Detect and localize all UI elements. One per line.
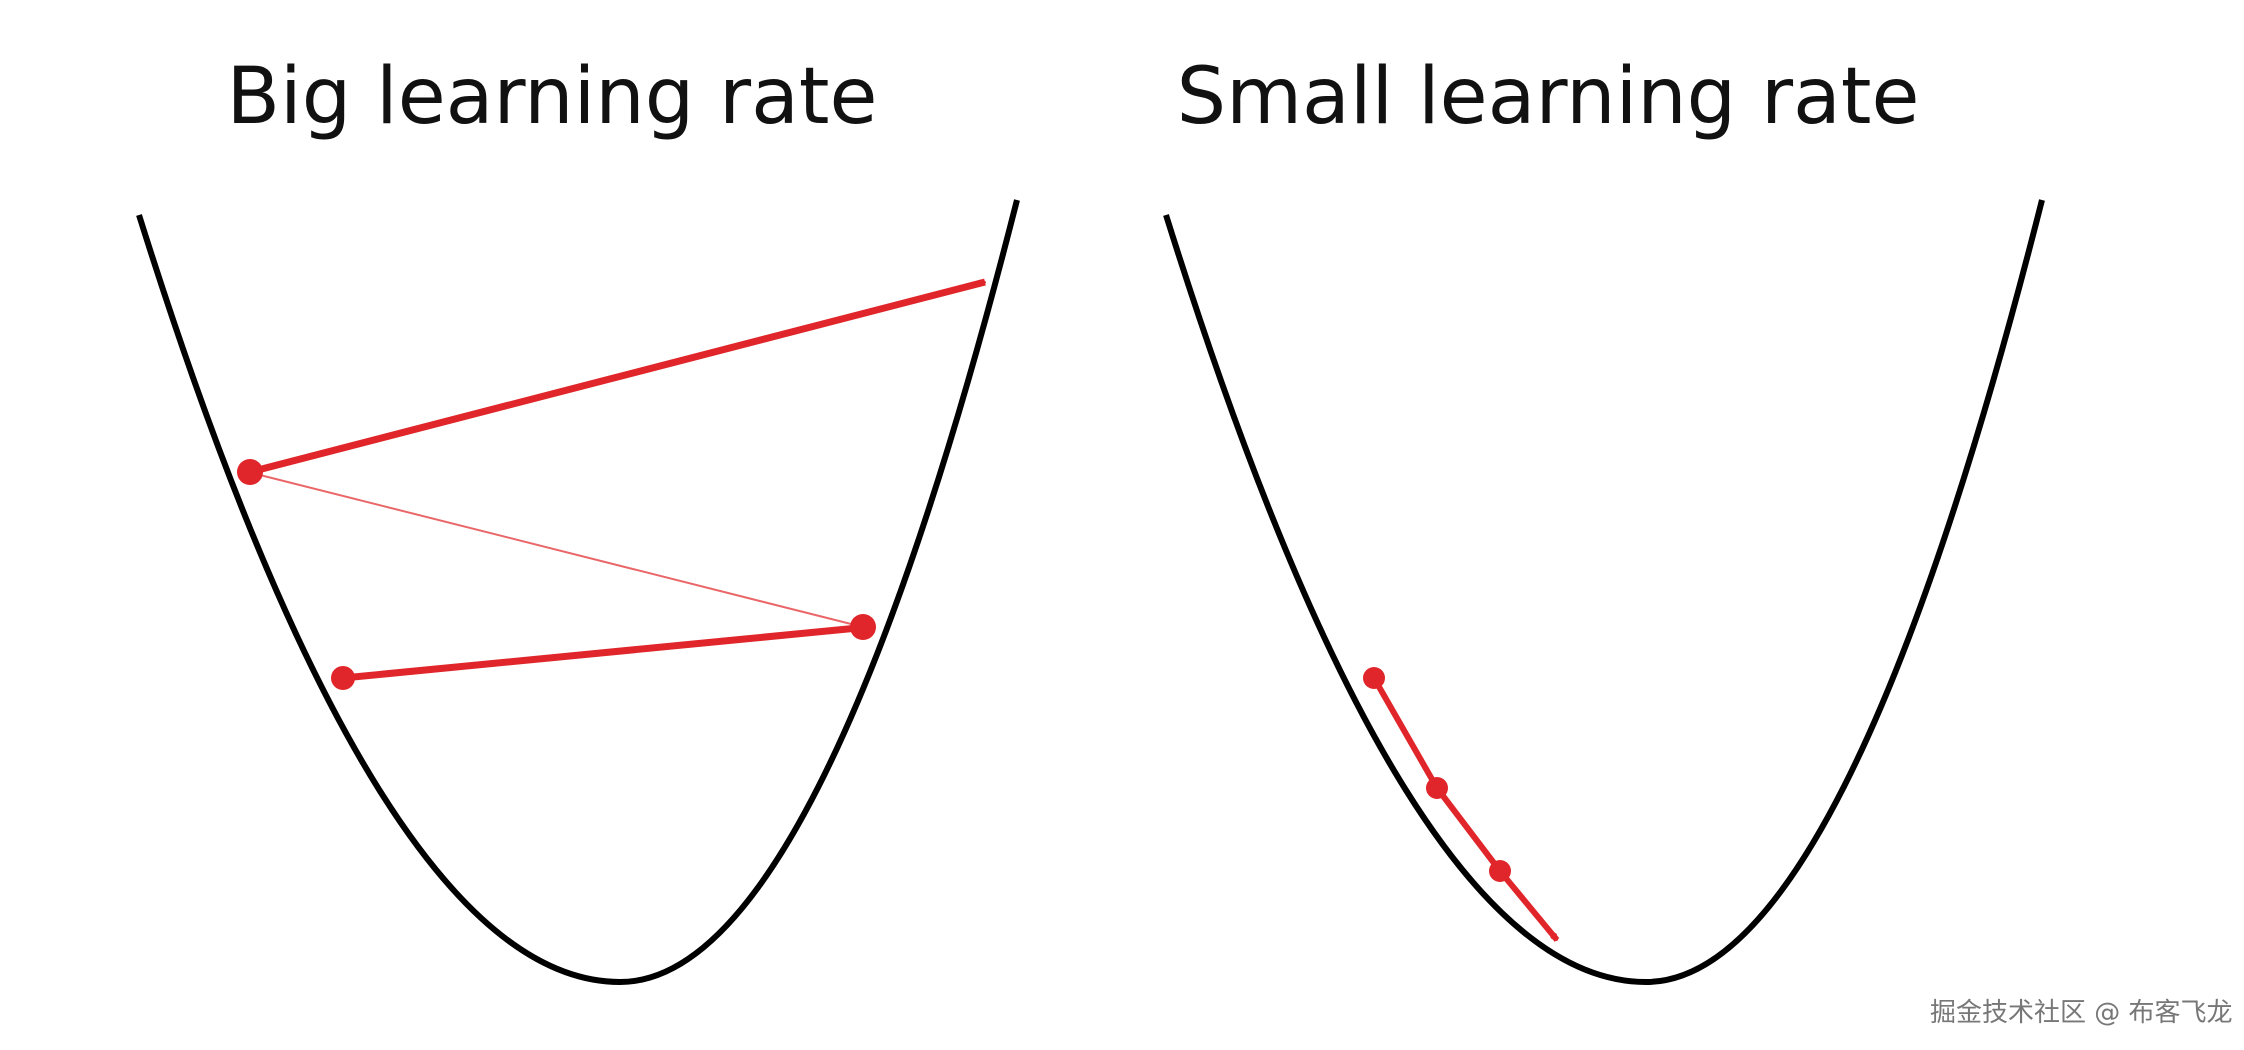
small-learning-rate-panel [1163, 199, 2045, 986]
step-arrow [1434, 786, 1503, 871]
step-point [331, 666, 355, 690]
step-arrow [1497, 869, 1560, 942]
step-arrow [256, 474, 864, 628]
small-learning-rate-title: Small learning rate [1176, 52, 1920, 142]
step-point [237, 459, 263, 485]
loss-curve [1163, 199, 2045, 986]
step-arrow [249, 278, 985, 476]
watermark: 掘金技术社区 @ 布客飞龙 [1930, 998, 2233, 1028]
loss-curve [136, 199, 1020, 986]
step-point [850, 614, 876, 640]
step-arrow [342, 628, 858, 682]
step-arrow [1371, 676, 1440, 788]
big-learning-rate-panel [136, 199, 1020, 986]
big-learning-rate-title: Big learning rate [226, 52, 878, 142]
step-point [1363, 667, 1385, 689]
step-point [1426, 777, 1448, 799]
step-point [1489, 860, 1511, 882]
